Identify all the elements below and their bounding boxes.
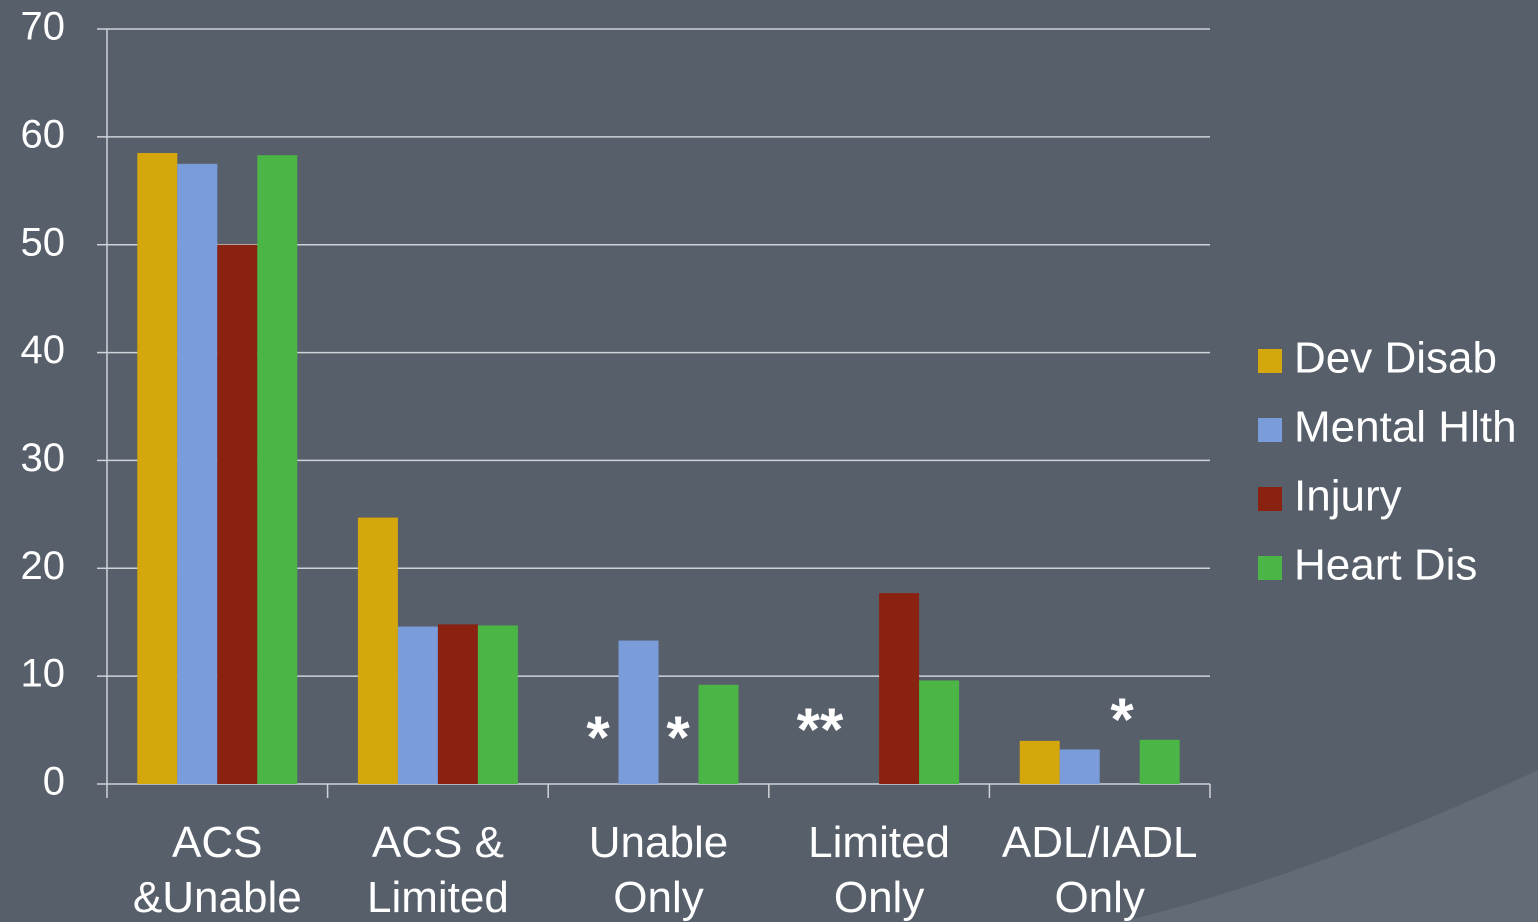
bar <box>177 163 218 785</box>
annotation: * <box>666 704 690 771</box>
bar <box>357 517 398 784</box>
y-tick-label: 70 <box>21 5 66 49</box>
x-tick-label: &Unable <box>133 873 302 922</box>
bar <box>437 624 478 784</box>
y-tick-label: 0 <box>43 760 65 804</box>
bar <box>698 684 739 784</box>
bar <box>618 640 659 784</box>
x-tick-label: Unable <box>589 818 728 867</box>
y-tick-label: 50 <box>21 220 66 264</box>
x-tick-label: ACS & <box>372 818 504 867</box>
legend-swatch <box>1258 349 1282 373</box>
legend-label: Mental Hlth <box>1294 403 1517 452</box>
annotation: ** <box>797 696 844 763</box>
x-tick-label: ADL/IADL <box>1002 818 1198 867</box>
bar <box>1059 749 1100 784</box>
legend-swatch <box>1258 487 1282 511</box>
x-tick-label: ACS <box>172 818 262 867</box>
x-tick-label: Limited <box>367 873 509 922</box>
y-tick-label: 60 <box>21 112 66 156</box>
bar <box>879 593 920 784</box>
annotation: * <box>586 704 610 771</box>
legend-swatch <box>1258 418 1282 442</box>
y-tick-label: 30 <box>21 436 66 480</box>
bar <box>217 244 258 784</box>
bar <box>397 626 438 784</box>
y-tick-label: 10 <box>21 652 66 696</box>
y-tick-label: 20 <box>21 544 66 588</box>
x-tick-label: Only <box>1054 873 1144 922</box>
bar <box>1019 740 1060 784</box>
bar <box>257 155 298 784</box>
x-tick-label: Only <box>834 873 924 922</box>
annotation: * <box>1110 686 1134 753</box>
legend-swatch <box>1258 556 1282 580</box>
x-tick-label: Limited <box>808 818 950 867</box>
bar <box>477 625 518 784</box>
y-tick-label: 40 <box>21 328 66 372</box>
legend-label: Heart Dis <box>1294 541 1477 590</box>
bar <box>919 680 960 784</box>
x-tick-label: Only <box>613 873 703 922</box>
bar <box>1139 739 1180 784</box>
legend-label: Dev Disab <box>1294 334 1497 383</box>
bar <box>137 153 178 785</box>
decoration <box>1120 770 1538 922</box>
legend-label: Injury <box>1294 472 1402 521</box>
